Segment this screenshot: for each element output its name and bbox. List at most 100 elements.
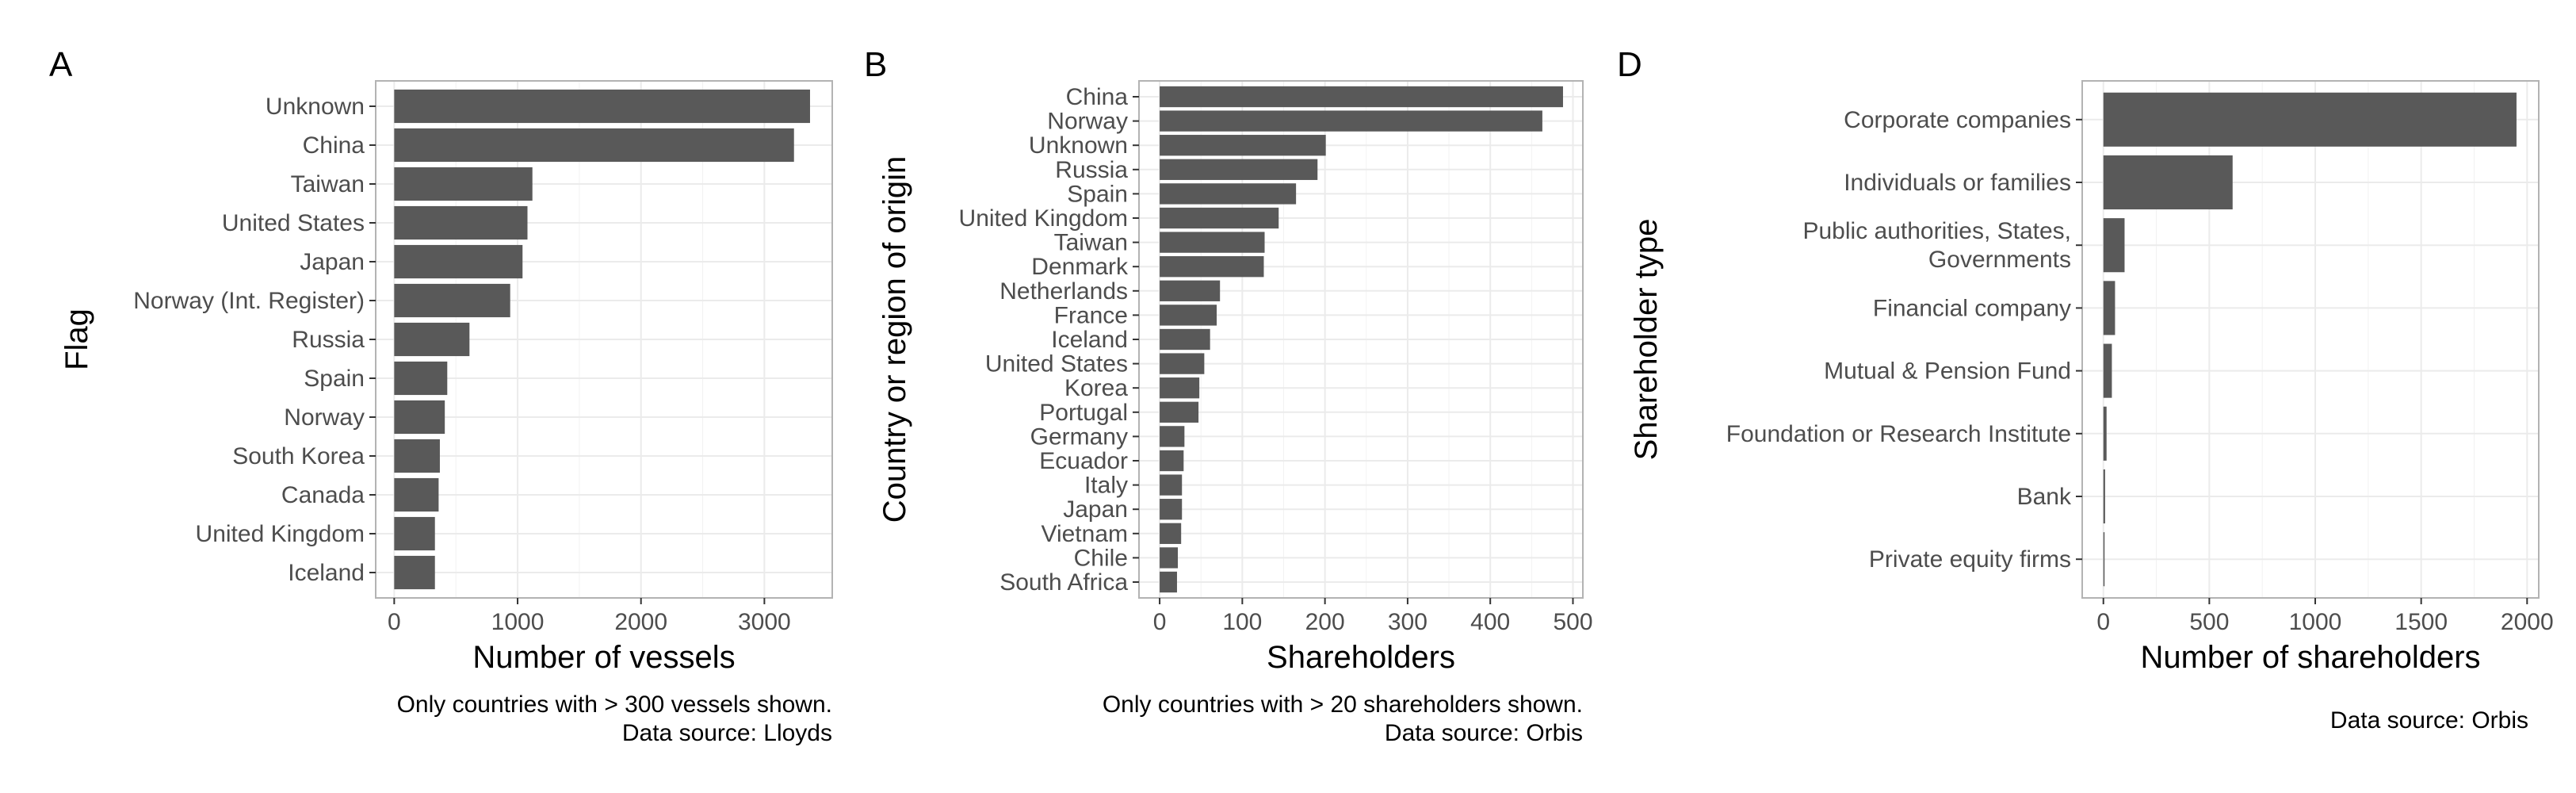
y-tick-label: Germany: [1030, 423, 1128, 450]
y-tick-label: China: [1066, 84, 1129, 110]
bar: [2103, 218, 2125, 273]
bar: [2103, 155, 2233, 210]
bar: [1160, 353, 1205, 374]
y-tick-label: Portugal: [1039, 400, 1128, 426]
bar: [1160, 377, 1200, 399]
bar: [1160, 474, 1183, 496]
y-tick-label: Canada: [281, 482, 365, 508]
bar: [394, 439, 440, 473]
x-axis-title: Number of shareholders: [2140, 640, 2480, 675]
y-tick-label: Iceland: [288, 560, 365, 586]
y-tick-label: Italy: [1084, 473, 1128, 499]
y-tick-label: Russia: [1055, 157, 1128, 183]
y-tick-label: China: [303, 132, 365, 159]
x-tick-label: 400: [1470, 609, 1510, 635]
panel-border: [2081, 80, 2540, 599]
bar: [394, 283, 510, 318]
x-tick-label: 100: [1222, 609, 1262, 635]
y-tick-label: Bank: [2017, 484, 2072, 510]
bar: [394, 167, 533, 201]
y-tick-label: Taiwan: [1054, 230, 1128, 256]
y-tick-label: Japan: [300, 249, 365, 275]
y-tick-label-line: Governments: [1928, 247, 2071, 273]
y-tick-label: Financial company: [1873, 295, 2071, 321]
bar: [1160, 523, 1182, 544]
bar: [2103, 469, 2105, 524]
y-tick-label: Ecuador: [1039, 448, 1128, 474]
bar: [1160, 232, 1265, 253]
caption-line: Data source: Lloyds: [622, 720, 832, 746]
y-axis-title: Country or region of origin: [877, 156, 912, 523]
y-tick-label: Public authorities, States, Governments: [1802, 218, 2071, 273]
bar: [1160, 499, 1183, 520]
panel-letter: B: [864, 45, 887, 84]
caption-line: Data source: Orbis: [2330, 707, 2528, 734]
y-tick-label: Private equity firms: [1869, 546, 2071, 573]
bar: [2103, 281, 2115, 335]
y-tick-label: Spain: [1067, 181, 1128, 207]
x-tick-label: 0: [388, 609, 401, 635]
caption-line: Only countries with > 300 vessels shown.: [397, 691, 832, 718]
y-tick-label: United States: [985, 351, 1128, 377]
bar: [1160, 110, 1542, 132]
bar: [1160, 280, 1221, 301]
panel-letter: A: [49, 45, 73, 84]
bar: [1160, 256, 1264, 278]
bar: [1160, 135, 1326, 156]
y-tick-label: United States: [222, 210, 365, 236]
bar: [1160, 571, 1177, 593]
caption-line: Data source: Orbis: [1385, 720, 1583, 746]
y-tick-label: South Korea: [232, 443, 365, 469]
x-tick-label: 500: [1553, 609, 1592, 635]
bar: [1160, 401, 1199, 423]
bar: [2103, 92, 2517, 147]
y-tick-label: Unknown: [1029, 132, 1128, 159]
x-axis-title: Number of vessels: [472, 640, 735, 675]
x-tick-label: 0: [1153, 609, 1167, 635]
y-tick-label: Taiwan: [291, 171, 365, 197]
bar: [1160, 86, 1563, 108]
y-tick-label: United Kingdom: [959, 205, 1128, 232]
y-tick-label: Korea: [1064, 375, 1128, 401]
bar: [394, 361, 448, 396]
y-tick-label-line: Public authorities, States,: [1802, 218, 2071, 244]
caption-line: Only countries with > 20 shareholders sh…: [1103, 691, 1583, 718]
bar: [1160, 328, 1210, 351]
y-tick-label: Foundation or Research Institute: [1726, 421, 2071, 447]
bar: [1160, 305, 1217, 326]
x-tick-label: 300: [1388, 609, 1428, 635]
x-axis-title: Shareholders: [1267, 640, 1455, 675]
x-tick-label: 1000: [491, 609, 545, 635]
x-tick-label: 1000: [2289, 609, 2342, 635]
bar: [2103, 532, 2105, 587]
bar: [1160, 426, 1185, 447]
y-tick-label: South Africa: [999, 569, 1128, 596]
bar: [394, 322, 470, 357]
bar: [1160, 183, 1297, 205]
y-tick-label: Chile: [1074, 545, 1128, 571]
bar: [394, 244, 523, 279]
y-tick-label: Corporate companies: [1844, 107, 2071, 133]
y-tick-label: Spain: [304, 366, 365, 392]
y-tick-label: Norway: [1047, 109, 1128, 135]
bar: [394, 555, 435, 590]
y-tick-label: Mutual & Pension Fund: [1824, 358, 2071, 385]
y-axis-title: Flag: [59, 308, 94, 370]
panel-d: Corporate companies Individuals or famili…: [1617, 45, 2554, 734]
y-tick-label: Japan: [1063, 496, 1128, 523]
y-tick-label: Vietnam: [1041, 521, 1128, 547]
bar: [394, 89, 810, 124]
y-tick-label: Iceland: [1051, 327, 1128, 353]
x-tick-label: 1500: [2394, 609, 2448, 635]
x-tick-label: 0: [2096, 609, 2110, 635]
x-tick-label: 2000: [614, 609, 667, 635]
y-tick-label: United Kingdom: [196, 521, 365, 547]
y-tick-label: Denmark: [1031, 254, 1129, 280]
bar: [1160, 450, 1184, 472]
y-tick-label: Norway (Int. Register): [133, 288, 365, 314]
y-tick-label: Netherlands: [999, 278, 1128, 305]
panel-letter: D: [1617, 45, 1642, 84]
bar: [1160, 547, 1179, 569]
